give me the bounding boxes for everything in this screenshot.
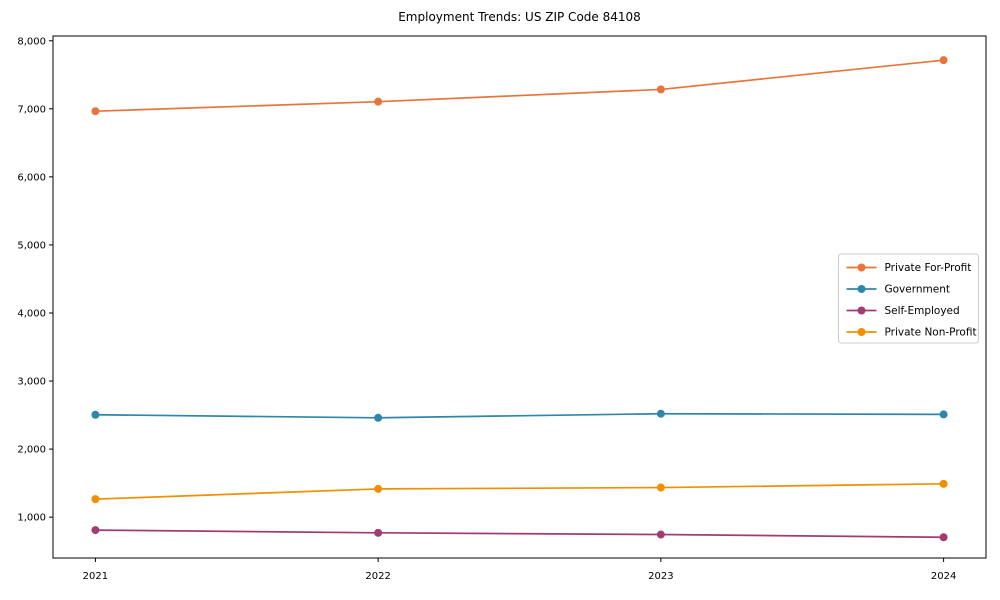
x-tick-label: 2024	[931, 571, 956, 582]
legend: Private For-Profit Government Self-Employe…	[838, 253, 979, 344]
x-tick-label: 2021	[83, 571, 108, 582]
data-point-marker	[656, 530, 665, 539]
data-point-marker	[939, 410, 948, 419]
data-point-marker	[374, 413, 383, 422]
x-tick-label: 2022	[365, 571, 390, 582]
y-tick-label: 2,000	[17, 445, 46, 456]
data-point-marker	[91, 107, 100, 116]
y-tick-label: 4,000	[17, 308, 46, 319]
y-tick-label: 3,000	[17, 377, 46, 388]
legend-marker-icon	[857, 328, 866, 336]
data-point-marker	[939, 533, 948, 542]
series-private-for-profit	[91, 56, 948, 116]
data-point-marker	[91, 526, 100, 535]
y-tick-label: 1,000	[17, 513, 46, 524]
legend-marker-icon	[857, 285, 866, 293]
legend-box	[838, 253, 979, 344]
legend-entry: Government	[846, 284, 950, 296]
legend-label: Private Non-Profit	[885, 327, 977, 339]
y-tick-label: 6,000	[17, 172, 46, 183]
series-line	[95, 482, 944, 500]
data-point-marker	[374, 528, 383, 537]
plot-border	[52, 35, 987, 559]
y-axis: 1,000 2,000 3,000 4,000 5,000 6,000 7,000 8,000	[17, 36, 53, 524]
series-private-non-profit	[91, 479, 948, 504]
legend-marker-icon	[857, 263, 866, 272]
data-point-marker	[939, 56, 948, 65]
legend-marker-icon	[857, 306, 866, 315]
data-point-marker	[374, 484, 383, 493]
series-line	[95, 412, 944, 419]
data-point-marker	[656, 85, 665, 94]
legend-entry: Self-Employed	[846, 305, 960, 317]
data-point-marker	[939, 479, 948, 488]
data-point-marker	[656, 483, 665, 492]
chart-title: Employment Trends: US ZIP Code 84108	[398, 10, 641, 24]
y-tick-label: 8,000	[17, 36, 46, 47]
data-point-marker	[91, 495, 100, 504]
data-point-marker	[91, 410, 100, 419]
y-tick-label: 7,000	[17, 104, 46, 115]
y-tick-label: 5,000	[17, 240, 46, 251]
series-line	[95, 529, 944, 539]
legend-entry: Private For-Profit	[846, 262, 972, 274]
data-point-marker	[656, 409, 665, 418]
data-point-marker	[374, 97, 383, 106]
x-axis: 2021 2022 2023 2024	[83, 558, 956, 582]
x-tick-label: 2023	[648, 571, 673, 582]
legend-entry: Private Non-Profit	[846, 327, 977, 339]
legend-label: Government	[885, 284, 950, 296]
legend-label: Private For-Profit	[885, 262, 972, 274]
series-self-employed	[91, 526, 948, 542]
series-line	[95, 59, 944, 113]
series-government	[91, 409, 948, 422]
legend-label: Self-Employed	[885, 305, 960, 317]
